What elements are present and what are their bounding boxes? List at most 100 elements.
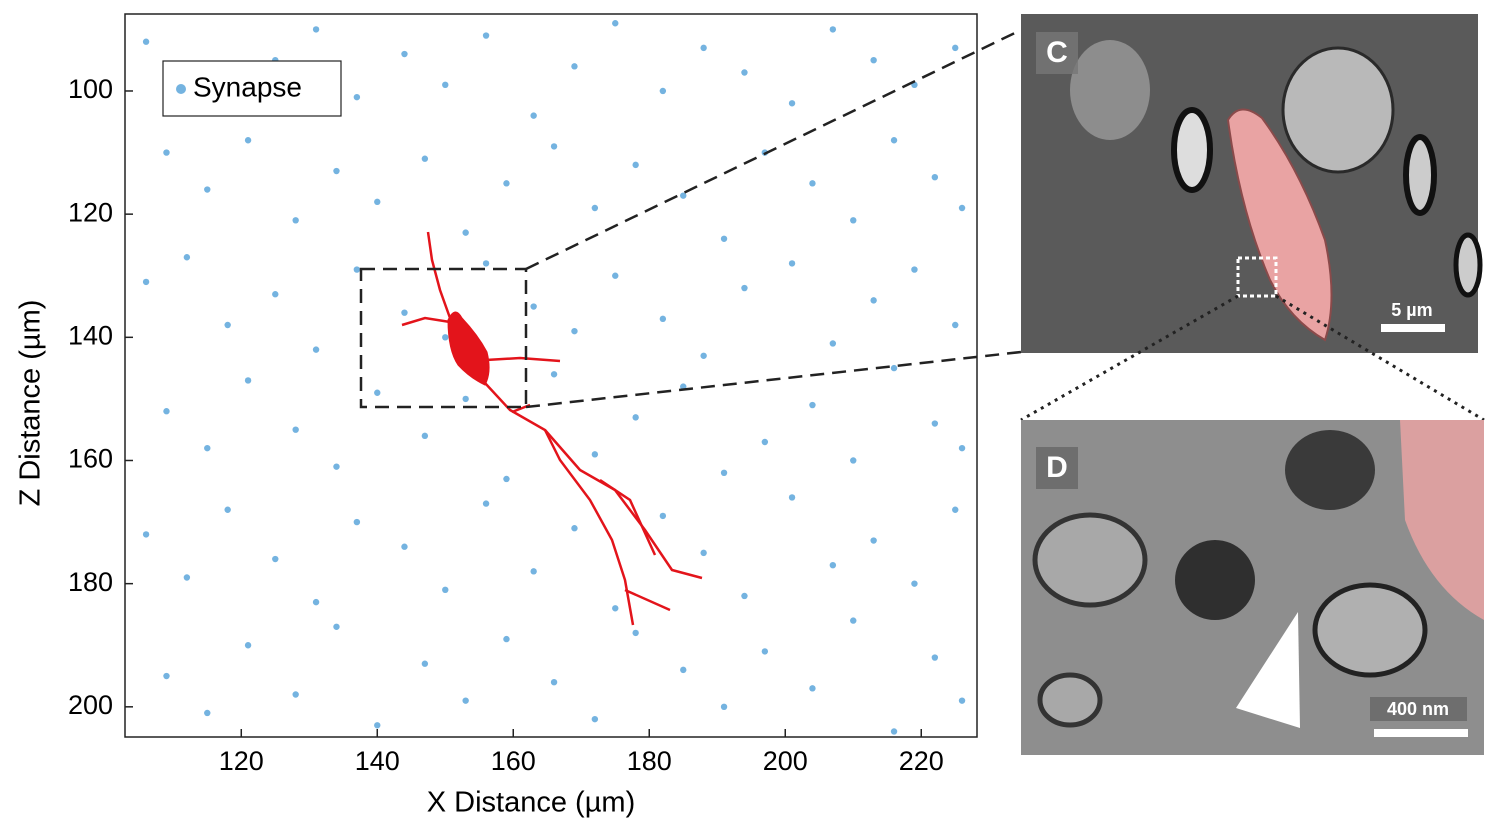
synapse-point: [442, 334, 449, 341]
synapse-point: [333, 463, 340, 470]
synapse-point: [421, 432, 429, 440]
synapse-point: [333, 623, 340, 630]
synapse-point: [401, 309, 408, 316]
synapse-point: [163, 149, 170, 156]
synapse-point: [482, 32, 490, 39]
synapse-point: [503, 635, 510, 643]
synapse-point: [870, 537, 877, 544]
synapse-point: [224, 321, 231, 329]
panel-c: C 5 µm: [1021, 14, 1483, 353]
synapse-point: [292, 426, 299, 433]
synapse-point: [890, 728, 898, 735]
synapse-point: [462, 395, 469, 403]
synapse-point: [700, 352, 707, 359]
synapse-point: [204, 709, 211, 717]
synapse-point: [292, 217, 299, 224]
synapse-point: [503, 475, 510, 483]
y-tick-label: 100: [68, 74, 113, 104]
synapse-point: [272, 555, 279, 563]
synapse-point: [591, 715, 599, 723]
synapse-point: [550, 143, 558, 150]
synapse-point: [809, 401, 816, 409]
synapse-point: [952, 44, 959, 52]
synapse-point: [183, 254, 191, 261]
x-tick-label: 160: [491, 746, 536, 776]
synapse-point: [890, 137, 898, 144]
plot-frame: [124, 13, 978, 738]
synapse-point: [612, 20, 619, 27]
synapse-point: [163, 672, 170, 680]
synapse-point: [829, 340, 837, 347]
synapse-point: [958, 204, 966, 212]
synapse-point: [421, 660, 429, 667]
panel-d: D 400 nm: [1021, 420, 1484, 755]
synapse-point: [809, 180, 816, 187]
synapse-point: [958, 697, 966, 704]
synapse-point: [659, 512, 667, 520]
synapse-point: [204, 186, 211, 193]
synapse-point: [952, 506, 959, 513]
synapse-point: [850, 617, 857, 624]
x-tick-label: 120: [219, 746, 264, 776]
synapse-point: [224, 506, 231, 513]
synapse-point: [503, 180, 510, 187]
synapse-point: [142, 278, 150, 286]
synapse-point: [571, 63, 578, 70]
synapse-point: [890, 364, 898, 372]
synapse-point: [612, 272, 619, 279]
scale-bar: [1381, 324, 1445, 332]
synapse-point: [530, 303, 537, 310]
legend-box: [162, 60, 342, 117]
synapse-point: [720, 469, 728, 477]
y-tick-label: 160: [68, 444, 113, 474]
synapse-point: [244, 642, 252, 649]
synapse-point: [612, 605, 619, 612]
synapse-point: [850, 217, 857, 224]
synapse-point: [401, 50, 408, 58]
synapse-point: [829, 561, 837, 569]
legend-label: Synapse: [193, 71, 302, 102]
synapse-point: [700, 44, 707, 52]
synapse-point: [571, 327, 578, 335]
legend: Synapse: [162, 60, 342, 117]
x-tick-label: 220: [899, 746, 944, 776]
synapse-point: [931, 654, 939, 661]
synapse-point: [571, 525, 578, 532]
synapse-point: [401, 543, 408, 550]
neuron: [401, 231, 703, 626]
synapse-point: [931, 173, 939, 181]
synapse-point: [374, 389, 381, 396]
y-tick-label: 180: [68, 567, 113, 597]
synapse-point: [183, 574, 191, 581]
synapse-point: [632, 161, 639, 169]
synapse-point: [741, 592, 748, 600]
synapse-point: [374, 198, 381, 206]
synapse-point: [659, 87, 667, 95]
synapse-point: [591, 451, 599, 458]
synapse-point: [809, 685, 816, 692]
y-tick-label: 140: [68, 320, 113, 350]
synapse-point: [163, 408, 170, 415]
synapse-point: [292, 691, 299, 698]
synapse-point: [788, 100, 796, 107]
synapse-point: [550, 371, 558, 378]
synapse-point: [442, 586, 449, 594]
y-axis-label: Z Distance (µm): [15, 300, 47, 507]
synapse-point: [442, 81, 449, 89]
synapse-point: [333, 167, 340, 175]
synapse-point: [761, 648, 769, 655]
synapse-point: [952, 321, 959, 329]
synapse-point: [550, 678, 558, 686]
scatter-layer: [142, 20, 966, 735]
synapse-point: [911, 266, 918, 273]
synapse-point: [680, 192, 687, 199]
synapse-point: [829, 26, 837, 33]
synapse-point: [312, 26, 320, 33]
synapse-point: [850, 457, 857, 464]
synapse-point: [353, 518, 361, 526]
synapse-point: [374, 722, 381, 729]
synapse-point: [870, 56, 877, 64]
synapse-point: [272, 291, 279, 298]
synapse-point: [482, 500, 490, 507]
